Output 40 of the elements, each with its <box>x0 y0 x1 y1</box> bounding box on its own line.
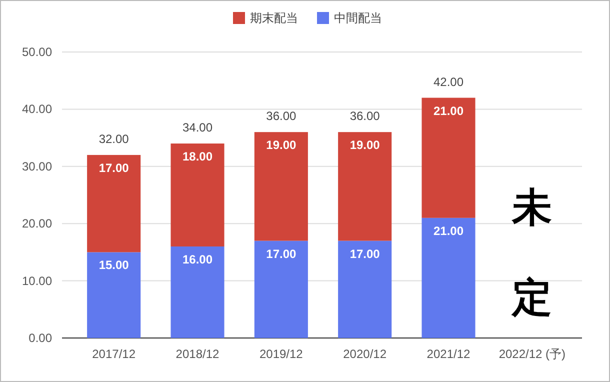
total-label: 32.00 <box>98 132 130 146</box>
x-tick-label: 2019/12 <box>259 347 304 361</box>
legend-label: 期末配当 <box>250 11 298 25</box>
data-label: 17.00 <box>350 246 380 261</box>
x-tick-label: 2022/12 (予) <box>498 347 566 361</box>
data-label: 18.00 <box>182 150 213 164</box>
data-label: 17.00 <box>98 160 130 175</box>
annotation: 未定 <box>511 186 552 320</box>
bar <box>170 246 224 338</box>
x-tick-label: 2021/12 <box>426 347 471 361</box>
y-tick-label: 10.00 <box>22 274 52 288</box>
data-label: 16.00 <box>182 252 213 266</box>
bar <box>170 144 224 246</box>
bar <box>338 240 392 338</box>
bar <box>422 218 476 338</box>
data-label: 15.00 <box>98 258 130 272</box>
total-label: 42.00 <box>433 74 464 89</box>
data-label: 21.00 <box>433 224 464 238</box>
data-label: 17.00 <box>266 246 297 261</box>
data-label: 21.00 <box>433 104 464 118</box>
legend-label: 中間配当 <box>334 11 382 25</box>
y-tick-label: 0.00 <box>28 331 52 345</box>
data-label: 19.00 <box>266 138 297 152</box>
bar <box>87 154 141 252</box>
bar <box>87 252 141 338</box>
y-tick-label: 30.00 <box>22 159 52 174</box>
x-tick-label: 2018/12 <box>176 347 220 361</box>
total-label: 34.00 <box>182 120 213 135</box>
y-tick-label: 40.00 <box>22 102 52 116</box>
total-label: 36.00 <box>266 109 297 124</box>
bar <box>254 132 308 241</box>
bar <box>254 240 308 338</box>
total-label: 36.00 <box>350 109 380 124</box>
x-tick-label: 2020/12 <box>343 347 387 361</box>
y-tick-label: 50.00 <box>22 45 52 59</box>
y-tick-label: 20.00 <box>22 216 52 231</box>
bar <box>422 98 476 218</box>
x-tick-label: 2017/12 <box>92 347 136 361</box>
bar <box>338 132 392 241</box>
data-label: 19.00 <box>350 138 380 152</box>
